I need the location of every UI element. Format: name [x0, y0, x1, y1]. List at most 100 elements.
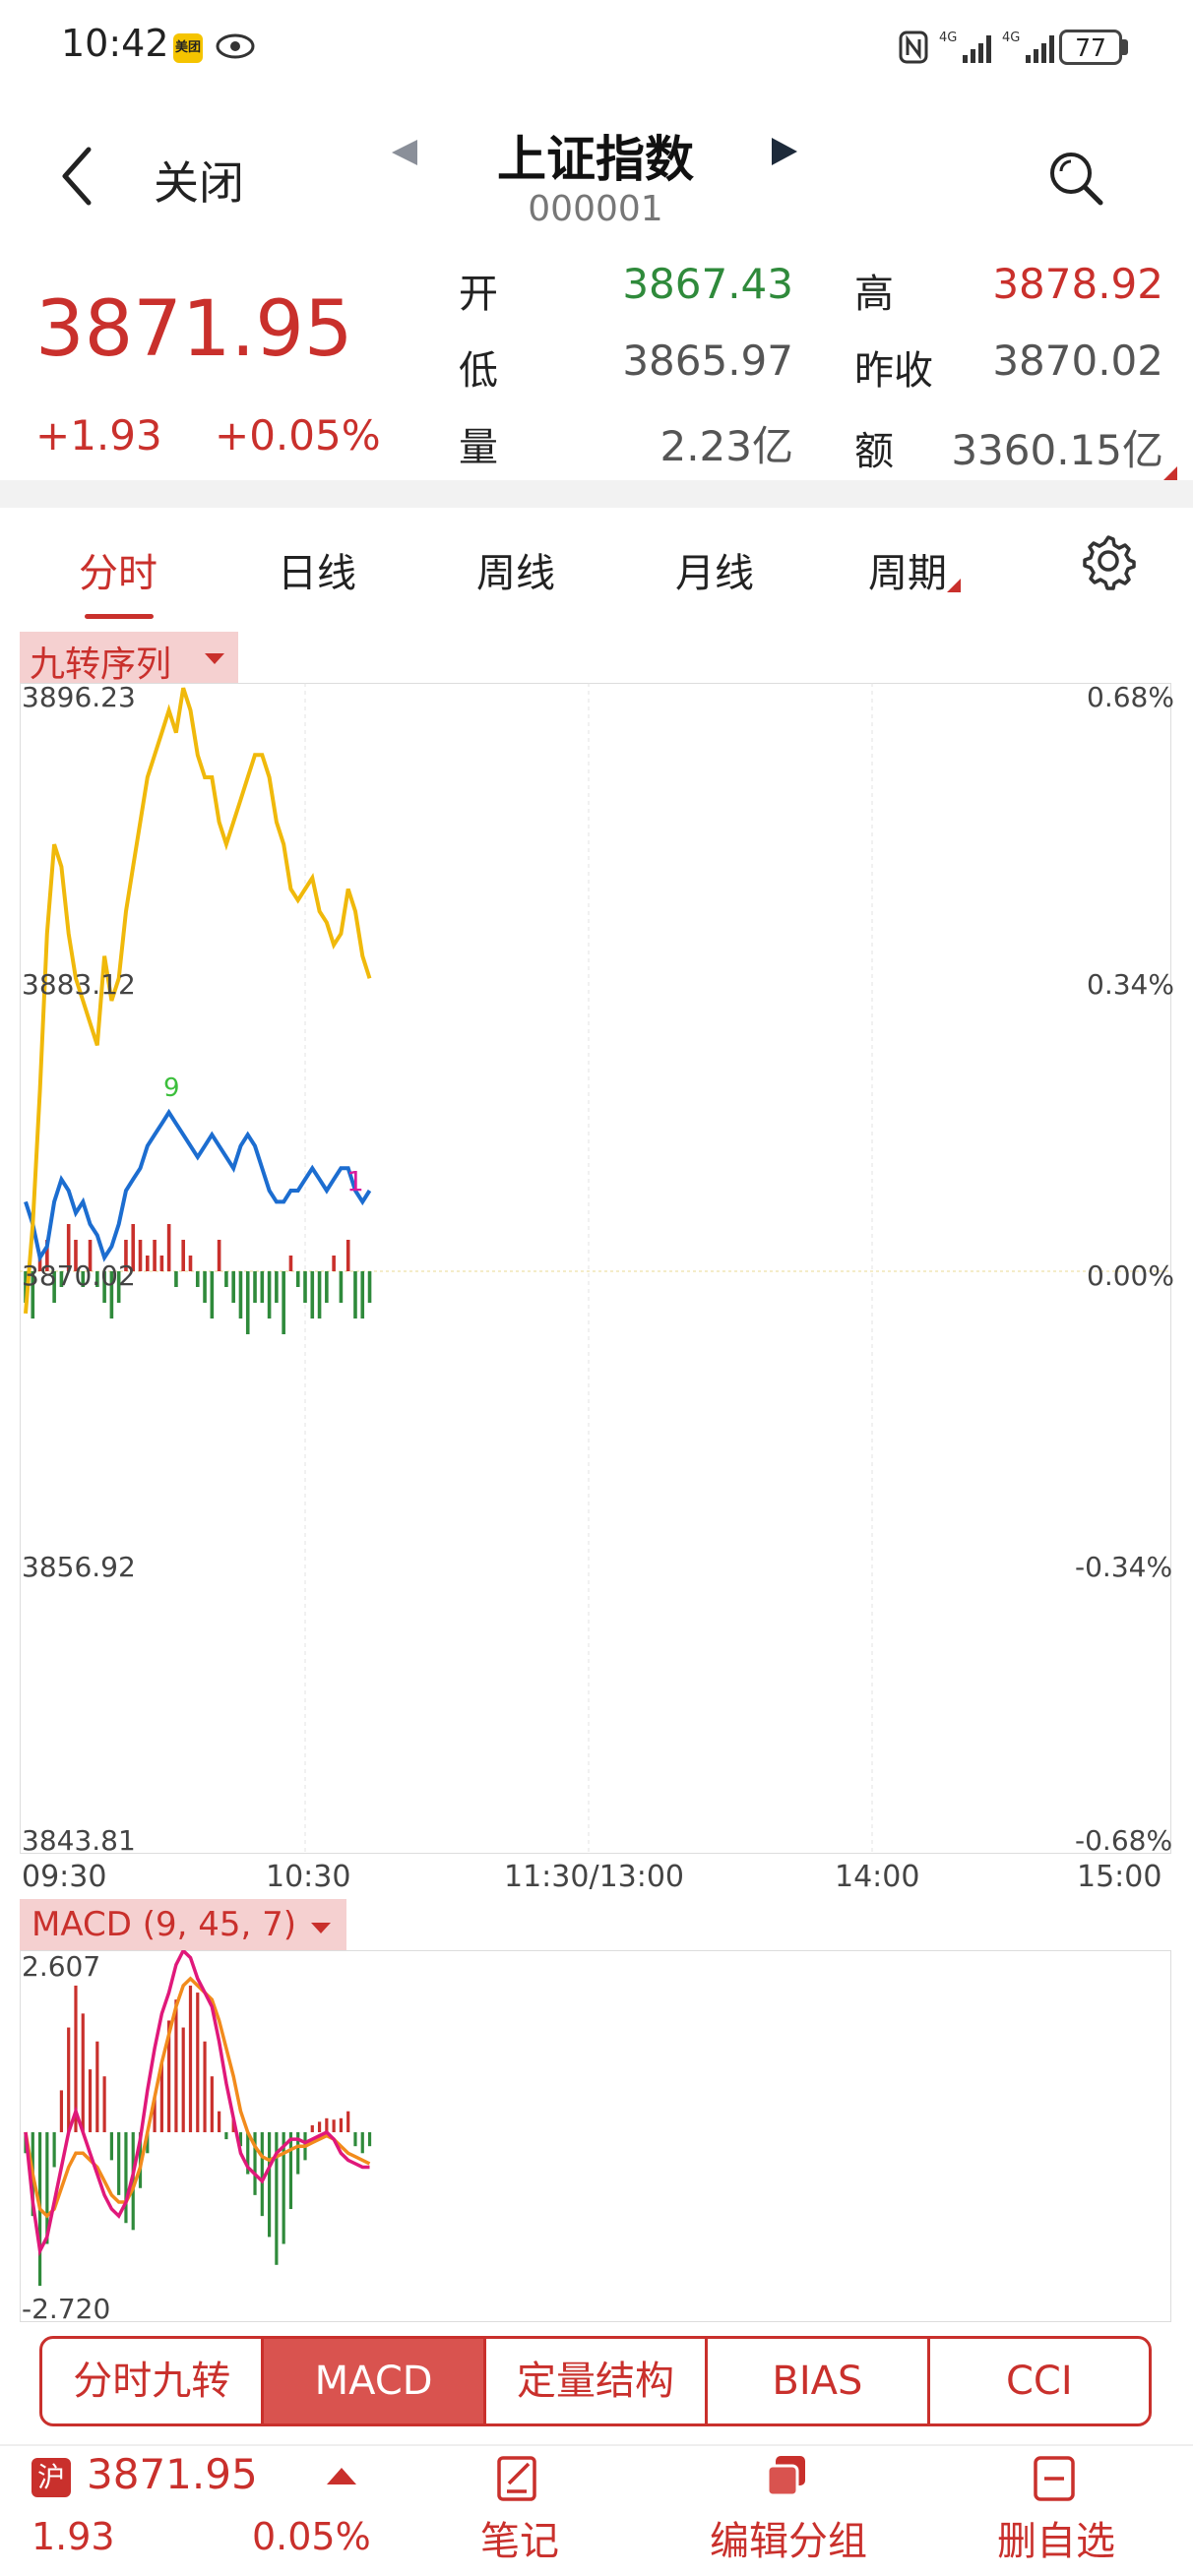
y-label-left: 3896.23: [22, 681, 136, 713]
macd-histogram-bar: [282, 2131, 285, 2244]
prev-close-value: 3870.02: [992, 337, 1163, 385]
volume-bar: [109, 1271, 114, 1319]
bottom-bar: [0, 2444, 1193, 2576]
tab-intraday[interactable]: 分时: [79, 551, 157, 596]
macd-histogram-bar: [296, 2131, 300, 2175]
tab-weekly[interactable]: 周线: [476, 551, 555, 596]
back-icon[interactable]: [57, 146, 96, 207]
macd-histogram-bar: [203, 2041, 207, 2132]
td-annotation-9: 9: [163, 1073, 180, 1103]
volume-bar: [210, 1271, 215, 1319]
segment-cci[interactable]: CCI: [1006, 2359, 1073, 2404]
volume-bar: [217, 1240, 221, 1271]
previous-stock-icon[interactable]: [388, 136, 421, 169]
volume-bar: [253, 1271, 257, 1303]
macd-histogram-bar: [346, 2111, 350, 2132]
note-icon[interactable]: [495, 2454, 544, 2503]
volume-bar: [166, 1224, 171, 1271]
page-title: 上证指数: [497, 131, 694, 188]
x-label: 15:00: [1077, 1860, 1162, 1894]
macd-histogram-bar: [159, 2062, 163, 2132]
macd-chart[interactable]: [20, 1950, 1171, 2322]
price-line: [24, 687, 372, 1315]
volume-bar: [245, 1271, 250, 1334]
volume-bar: [275, 1271, 279, 1303]
separator-band: [0, 480, 1193, 508]
volume-bar: [260, 1271, 265, 1303]
meituan-app-icon: 美团: [173, 33, 203, 63]
volume-bar: [224, 1271, 228, 1287]
segment-macd[interactable]: MACD: [264, 2339, 486, 2423]
macd-selector[interactable]: MACD (9, 45, 7): [20, 1899, 346, 1950]
volume-bar: [325, 1271, 329, 1303]
macd-histogram-bar: [124, 2131, 128, 2224]
macd-histogram-bar: [196, 1993, 200, 2132]
tab-daily[interactable]: 日线: [278, 551, 356, 596]
macd-histogram-bar: [332, 2119, 336, 2132]
volume-bar: [188, 1256, 193, 1271]
search-icon[interactable]: [1045, 148, 1106, 209]
macd-histogram-bar: [260, 2131, 264, 2217]
intraday-chart[interactable]: 9 1: [20, 683, 1171, 1854]
x-label: 14:00: [835, 1860, 920, 1894]
y-label-left: 3843.81: [22, 1824, 136, 1857]
gear-icon[interactable]: [1079, 531, 1138, 590]
note-button[interactable]: 笔记: [480, 2519, 559, 2564]
remove-favorite-button[interactable]: 删自选: [997, 2519, 1115, 2564]
signal-icon: 4G: [939, 31, 991, 63]
period-dropdown-marker: [947, 579, 961, 592]
indicator-selector[interactable]: 九转序列: [20, 632, 238, 685]
volume-bar: [138, 1240, 143, 1271]
open-value: 3867.43: [622, 260, 793, 308]
close-button[interactable]: 关闭: [154, 156, 244, 210]
signal-icon-2: 4G: [1002, 31, 1054, 63]
segment-structure[interactable]: 定量结构: [486, 2339, 709, 2423]
tab-period[interactable]: 周期: [868, 551, 947, 596]
macd-histogram-bar: [109, 2131, 113, 2161]
low-label: 低: [459, 348, 498, 394]
x-label: 09:30: [22, 1860, 107, 1894]
volume-bar: [145, 1256, 150, 1271]
x-label: 10:30: [266, 1860, 351, 1894]
high-value: 3878.92: [992, 260, 1163, 308]
y-label-left: 3856.92: [22, 1551, 136, 1583]
eye-icon: [216, 33, 255, 59]
edit-group-button[interactable]: 编辑分组: [710, 2519, 867, 2564]
volume-bar: [339, 1271, 344, 1303]
edit-group-icon[interactable]: [762, 2452, 811, 2501]
volume-bar: [31, 1271, 35, 1319]
macd-histogram-bar: [317, 2121, 322, 2132]
expand-corner-icon[interactable]: [1163, 466, 1177, 480]
volume-bar: [203, 1271, 207, 1303]
macd-histogram-bar: [310, 2124, 314, 2132]
indicator-label: 九转序列: [30, 644, 172, 685]
next-stock-icon[interactable]: [768, 134, 801, 169]
macd-histogram-bar: [238, 2131, 243, 2147]
macd-histogram-bar: [167, 2020, 171, 2132]
chevron-down-icon: [205, 653, 224, 664]
volume-bar: [238, 1271, 243, 1319]
volume-bar: [37, 1256, 42, 1271]
macd-histogram-bar: [67, 2027, 71, 2132]
macd-dif-line: [24, 1950, 370, 2257]
volume-bar: [131, 1224, 136, 1271]
segment-bias[interactable]: BIAS: [708, 2339, 930, 2423]
up-arrow-icon: [327, 2468, 356, 2484]
remove-favorite-icon[interactable]: [1030, 2454, 1079, 2503]
price-change: +1.93: [35, 411, 162, 460]
battery-tip: [1122, 39, 1128, 55]
prev-close-label: 昨收: [854, 348, 933, 394]
macd-y-max: 2.607: [22, 1950, 101, 1983]
volume-bar: [367, 1271, 372, 1303]
macd-histogram-bar: [224, 2131, 228, 2140]
y-label-right: 0.68%: [1087, 681, 1174, 713]
low-value: 3865.97: [622, 337, 793, 385]
svg-text:4G: 4G: [1002, 31, 1020, 45]
macd-histogram-bar: [246, 2131, 250, 2175]
y-label-left: 3883.12: [22, 968, 136, 1001]
amount-label: 额: [854, 429, 894, 474]
nfc-icon: [899, 31, 928, 64]
segment-td[interactable]: 分时九转: [42, 2339, 265, 2423]
volume-value: 2.23亿: [659, 422, 793, 470]
tab-monthly[interactable]: 月线: [675, 551, 754, 596]
